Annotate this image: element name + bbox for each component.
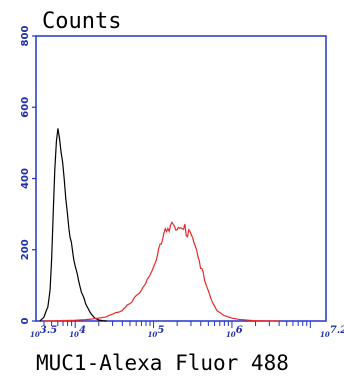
x-tick-base: 10	[148, 330, 158, 339]
y-axis-label: Counts	[42, 9, 121, 34]
y-tick-label: 400	[20, 168, 31, 189]
x-axis-label: MUC1-Alexa Fluor 488	[36, 351, 289, 375]
x-tick-label: 107.2	[320, 325, 344, 339]
x-tick-exponent: 5	[157, 325, 164, 336]
y-tick-label: 800	[20, 26, 31, 47]
x-tick-label: 103.5	[30, 325, 57, 339]
x-tick-base: 10	[320, 330, 330, 339]
x-tick-exponent: 4	[79, 325, 86, 336]
x-tick-label: 106	[226, 325, 243, 339]
plot-frame	[35, 35, 327, 322]
x-tick-exponent: 3.5	[40, 325, 57, 336]
y-axis: 0 200 400 600 800	[20, 26, 36, 324]
series-line-control	[39, 128, 107, 322]
x-tick-base: 10	[30, 330, 40, 339]
x-tick-base: 10	[226, 330, 236, 339]
x-tick-base: 10	[69, 330, 79, 339]
x-tick-exponent: 7.2	[330, 325, 344, 336]
series-line-sample	[43, 221, 279, 322]
x-tick-label: 105	[148, 325, 165, 339]
x-tick-exponent: 6	[236, 325, 243, 336]
y-tick-label: 0	[20, 317, 31, 324]
y-tick-label: 200	[20, 239, 31, 260]
x-tick-label: 104	[69, 325, 86, 339]
y-tick-label: 600	[20, 97, 31, 118]
series-group	[39, 128, 279, 322]
